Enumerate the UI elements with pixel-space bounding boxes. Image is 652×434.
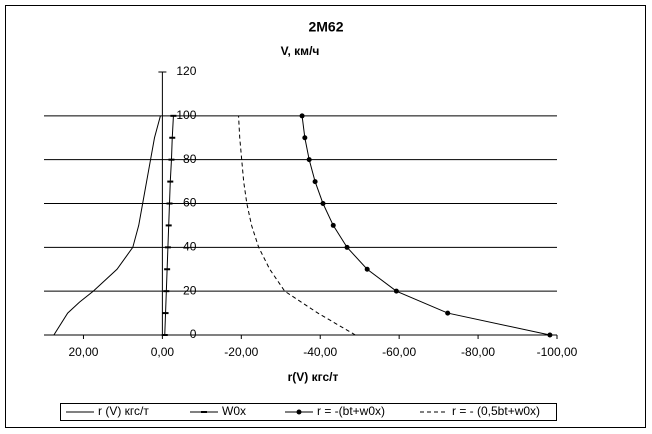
x-tick-label: -60,00 — [382, 345, 416, 359]
series-line — [53, 115, 161, 336]
x-tick-label: -40,00 — [303, 345, 337, 359]
x-tick-label: -100,00 — [537, 345, 578, 359]
chart-frame — [5, 5, 646, 428]
y-tick-label: 80 — [183, 152, 197, 166]
point — [344, 244, 350, 250]
y-tick-label: 100 — [176, 108, 196, 122]
legend-label: W0x — [222, 404, 246, 418]
point — [312, 179, 318, 185]
series-line — [238, 115, 356, 336]
y-tick-label: 40 — [183, 240, 197, 254]
y-axis-label: V, км/ч — [281, 44, 320, 58]
point — [330, 222, 336, 228]
x-tick-label: 20,00 — [68, 345, 98, 359]
point — [547, 332, 553, 338]
point — [393, 288, 399, 294]
x-axis-label: r(V) кгс/т — [288, 370, 339, 384]
point — [445, 310, 451, 316]
x-tick-label: -20,00 — [224, 345, 258, 359]
x-tick-label: 0,00 — [151, 345, 175, 359]
chart-title: 2М62 — [308, 19, 343, 35]
x-tick-label: -80,00 — [461, 345, 495, 359]
point — [299, 113, 305, 119]
legend-label: r (V) кгс/т — [98, 404, 149, 418]
y-tick-label: 20 — [183, 283, 197, 297]
legend-label: r = - (0,5bt+w0x) — [452, 404, 540, 418]
legend-label: r = -(bt+w0x) — [317, 404, 385, 418]
point — [320, 201, 326, 206]
legend-marker — [296, 409, 302, 415]
point — [306, 157, 312, 163]
y-tick-label: 60 — [183, 196, 197, 210]
point — [364, 266, 370, 272]
y-tick-label: 0 — [190, 327, 197, 341]
y-tick-label: 120 — [176, 64, 196, 78]
point — [302, 135, 308, 141]
